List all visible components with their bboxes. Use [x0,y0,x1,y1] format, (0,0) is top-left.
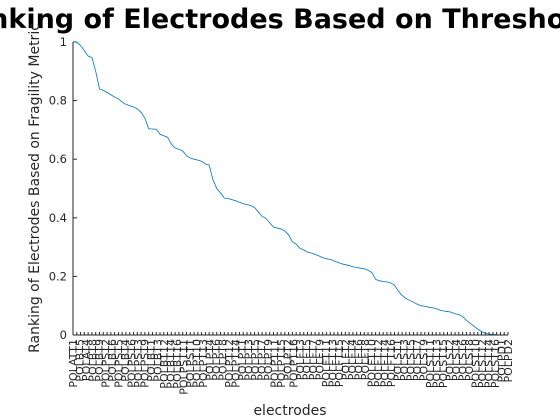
x-tick-label: POLFT11 [320,339,333,387]
x-tick-label: POLPST11 [177,339,190,395]
x-tick-label: POLBT1 [145,339,158,382]
x-tick-label: POLST10 [470,339,483,388]
series-line [72,41,508,336]
x-tick-label: POLATT1 [67,339,80,388]
x-tick-label: POLPT7 [255,339,268,381]
x-tick-label: POLBT9 [93,339,106,382]
x-tick-label: POLFT16 [385,339,398,387]
x-tick-label: POLST7 [411,339,424,381]
x-tick-label: POLPT6 [210,339,223,381]
x-tick-label: POLST4 [450,339,463,381]
x-tick-label: POLBT12 [158,339,171,389]
x-tick-label: POLBT4 [119,339,132,382]
x-tick-label: POLPST5 [112,339,125,388]
x-tick-label: POLST9 [418,339,431,381]
x-tick-label: POLBT3 [151,339,164,382]
x-tick-label: POLPT8 [216,339,229,381]
x-tick-label: POLFT13 [327,339,340,387]
x-tick-label: POLPD1 [496,339,509,383]
x-tick-label: POLPT15 [275,339,288,388]
x-tick-label: POLST5 [405,339,418,381]
x-tick-label: POLPD2 [502,339,515,383]
x-tick-label: POLBT6 [106,339,119,382]
x-tick-label: POLPST1 [184,339,197,388]
x-tick-label: POLPT11 [268,339,281,388]
x-tick-label: POLFT3 [294,339,307,380]
x-tick-label: POLST15 [437,339,450,388]
x-tick-label: POLAT4 [80,339,93,381]
x-tick-label: POLFT9 [314,339,327,380]
x-tick-label: POLST2 [444,339,457,381]
y-tick-label: 0.4 [49,211,67,225]
x-axis-label: electrodes [253,403,326,419]
x-tick-label: POLPT16 [288,339,301,388]
x-tick-label: POLST3 [398,339,411,381]
x-tick-label: POLFT10 [366,339,379,387]
x-tick-label: POLST11 [424,339,437,388]
x-tick-label: POLST6 [457,339,470,381]
x-tick-label: POLST1 [392,339,405,381]
x-tick-label: POLBT5 [74,339,87,382]
x-tick-label: POLPT12 [223,339,236,388]
x-tick-label: POLPT5 [249,339,262,381]
x-tick-label: POLST8 [463,339,476,381]
x-tick-label: POLPT13 [197,339,210,388]
x-tick-label: POLFT15 [333,339,346,387]
x-tick-label: POLFT2 [340,339,353,380]
y-tick-label: 0.2 [49,269,67,283]
y-tick-label: 0 [60,328,67,342]
x-tick-label: POLFT6 [353,339,366,380]
x-tick-label: POLPST6 [125,339,138,388]
x-tick-label: POLPT1 [236,339,249,381]
y-tick-label: 0.6 [49,152,67,166]
chart-title: Ranking of Electrodes Based on Threshold [0,4,560,35]
x-tick-label: POLPST2 [100,339,113,388]
x-tick-label: POLPT2 [281,339,294,381]
x-tick-label: POLFT14 [379,339,392,387]
y-tick-label: 1 [60,35,67,49]
y-tick-label: 0.8 [49,94,67,108]
x-tick-label: POLBT8 [87,339,100,382]
x-tick-label: POLPT3 [242,339,255,381]
x-tick-label: POLPT14 [229,339,242,388]
x-tick-label: POLST12 [476,339,489,388]
x-tick-label: POLPST9 [138,339,151,388]
x-tick-label: POLFT7 [307,339,320,380]
x-tick-label: POLBT14 [164,339,177,389]
x-axis: POLATT1POLBT5POLAT4POLBT8POLBT9POLPST2PO… [67,332,515,395]
x-tick-label: POLST13 [431,339,444,388]
x-tick-label: POLPT10 [190,339,203,388]
x-tick-label: POLFT4 [346,339,359,380]
x-tick-label: POLPT9 [262,339,275,381]
x-tick-label: POLBT16 [171,339,184,389]
x-tick-label: POLST14 [483,339,496,388]
x-tick-label: POLST16 [489,339,502,388]
x-tick-label: POLFT12 [372,339,385,387]
x-tick-label: POLFT5 [301,339,314,380]
x-tick-label: POLPST3 [132,339,145,388]
y-axis-label: Ranking of Electrodes Based on Fragility… [27,23,43,353]
x-tick-label: POLFT8 [359,339,372,380]
x-tick-label: POLPT4 [203,339,216,381]
